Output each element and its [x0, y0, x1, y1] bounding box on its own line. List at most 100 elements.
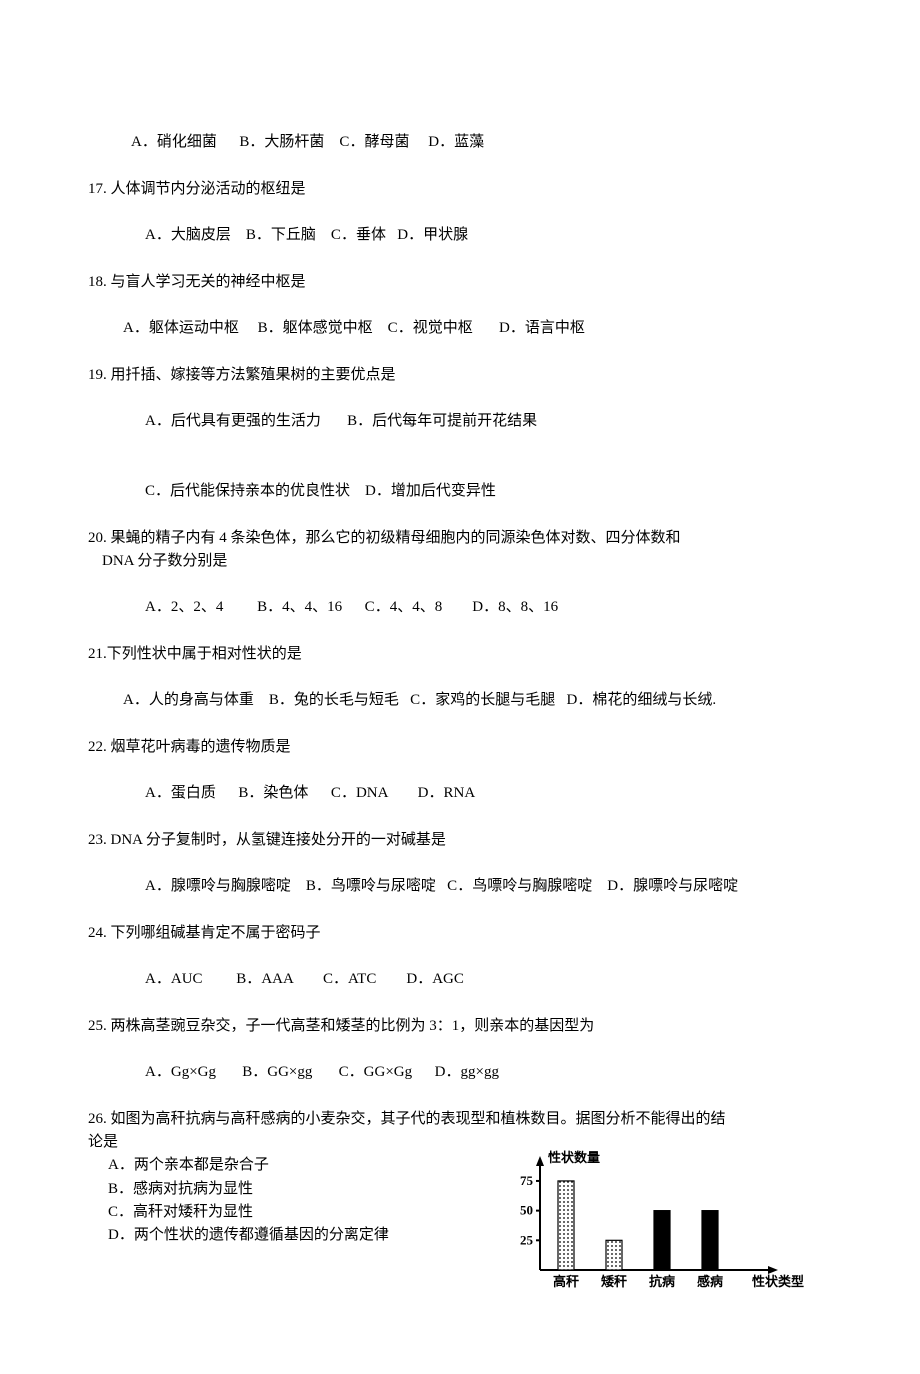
opt-a-text: AUC — [171, 971, 203, 987]
opt-d-letter: D — [435, 1064, 446, 1080]
opt-a-letter: A — [123, 320, 134, 336]
q21-stem: 21.下列性状中属于相对性状的是 — [88, 643, 832, 666]
svg-text:25: 25 — [520, 1233, 534, 1248]
svg-text:性状数量: 性状数量 — [548, 1150, 600, 1165]
opt-c-text: 视觉中枢 — [413, 320, 473, 336]
opt-b-letter: B — [239, 134, 249, 150]
opt-a-letter: A — [145, 413, 156, 429]
q-num: 25. — [88, 1018, 107, 1034]
opt-b-letter: B — [269, 692, 279, 708]
q-text: 如图为高秆抗病与高秆感病的小麦杂交，其子代的表现型和植株数目。据图分析不能得出的… — [111, 1111, 726, 1127]
q19-options-row2: C．后代能保持亲本的优良性状 D．增加后代变异性 — [88, 457, 832, 527]
q-text: 下列性状中属于相对性状的是 — [107, 646, 302, 662]
opt-d-letter: D — [428, 134, 439, 150]
q-text: 下列哪组碱基肯定不属于密码子 — [111, 925, 321, 941]
q16-options: A．硝化细菌 B．大肠杆菌 C．酵母菌 D．蓝藻 — [88, 108, 832, 178]
opt-a-letter: A — [145, 878, 156, 894]
q-text: 用扦插、嫁接等方法繁殖果树的主要优点是 — [111, 367, 396, 383]
svg-text:矮秆: 矮秆 — [601, 1274, 627, 1289]
opt-c-letter: C — [323, 971, 333, 987]
opt-d-letter: D — [406, 971, 417, 987]
opt-b-text: AAA — [261, 971, 293, 987]
opt-b-letter: B — [246, 227, 256, 243]
opt-c-letter: C — [331, 785, 341, 801]
opt-b-letter: B — [108, 1181, 118, 1197]
opt-b-letter: B — [258, 320, 268, 336]
q24-stem: 24. 下列哪组碱基肯定不属于密码子 — [88, 922, 832, 945]
q26-body: A．两个亲本都是杂合子 B．感病对抗病为显性 C．高秆对矮秆为显性 D．两个性状… — [88, 1154, 832, 1334]
opt-c-letter: C — [339, 1064, 349, 1080]
opt-d-text: gg×gg — [461, 1064, 499, 1080]
opt-b-text: GG×gg — [267, 1064, 312, 1080]
opt-a-text: 后代具有更强的生活力 — [171, 413, 321, 429]
svg-text:50: 50 — [520, 1203, 533, 1218]
opt-d-text: 语言中枢 — [525, 320, 585, 336]
opt-a-text: 大脑皮层 — [171, 227, 231, 243]
q22-stem: 22. 烟草花叶病毒的遗传物质是 — [88, 736, 832, 759]
opt-a-letter: A — [123, 692, 134, 708]
q-text: 人体调节内分泌活动的枢纽是 — [111, 181, 306, 197]
opt-c-text: 4、4、8 — [390, 599, 443, 615]
opt-c-letter: C — [145, 483, 155, 499]
opt-c-letter: C — [108, 1204, 118, 1220]
q17-options: A．大脑皮层 B．下丘脑 C．垂体 D．甲状腺 — [88, 201, 832, 271]
q23-stem: 23. DNA 分子复制时，从氢键连接处分开的一对碱基是 — [88, 829, 832, 852]
opt-d-text: 腺嘌呤与尿嘧啶 — [633, 878, 738, 894]
opt-c-letter: C — [410, 692, 420, 708]
opt-c-text: 酵母菌 — [364, 134, 409, 150]
q20-stem2: DNA 分子数分别是 — [88, 550, 832, 573]
q26-opt-a: A．两个亲本都是杂合子 — [88, 1154, 389, 1177]
opt-d-letter: D — [365, 483, 376, 499]
q26-bar-chart: 255075性状数量高秆矮秆抗病感病性状类型 — [502, 1148, 812, 1316]
opt-a-text: 腺嘌呤与胸腺嘧啶 — [171, 878, 291, 894]
svg-text:感病: 感病 — [697, 1274, 723, 1289]
opt-b-letter: B — [347, 413, 357, 429]
opt-b-text: 躯体感觉中枢 — [283, 320, 373, 336]
opt-d-letter: D — [418, 785, 429, 801]
q-text: 烟草花叶病毒的遗传物质是 — [111, 739, 291, 755]
opt-b-letter: B — [236, 971, 246, 987]
opt-c-text: GG×Gg — [364, 1064, 412, 1080]
opt-d-letter: D — [499, 320, 510, 336]
chart-svg: 255075性状数量高秆矮秆抗病感病性状类型 — [502, 1148, 812, 1308]
opt-c-letter: C — [331, 227, 341, 243]
q19-stem: 19. 用扦插、嫁接等方法繁殖果树的主要优点是 — [88, 364, 832, 387]
opt-b-text: 染色体 — [263, 785, 308, 801]
opt-d-letter: D — [108, 1227, 119, 1243]
opt-c-text: DNA — [356, 785, 388, 801]
q23-options: A．腺嘌呤与胸腺嘧啶 B．鸟嘌呤与尿嘧啶 C．鸟嘌呤与胸腺嘧啶 D．腺嘌呤与尿嘧… — [88, 852, 832, 922]
opt-c-letter: C — [339, 134, 349, 150]
q-text2: 论是 — [88, 1134, 118, 1150]
opt-d-text: 蓝藻 — [454, 134, 484, 150]
svg-text:75: 75 — [520, 1173, 534, 1188]
q26-opt-b: B．感病对抗病为显性 — [88, 1178, 389, 1201]
opt-b-letter: B — [306, 878, 316, 894]
opt-b-text: 感病对抗病为显性 — [133, 1181, 253, 1197]
q25-stem: 25. 两株高茎豌豆杂交，子一代高茎和矮茎的比例为 3：1，则亲本的基因型为 — [88, 1015, 832, 1038]
opt-a-text: 人的身高与体重 — [149, 692, 254, 708]
opt-d-text: 增加后代变异性 — [391, 483, 496, 499]
q-num: 17. — [88, 181, 107, 197]
opt-d-text: 两个性状的遗传都遵循基因的分离定律 — [134, 1227, 389, 1243]
q26-opt-c: C．高秆对矮秆为显性 — [88, 1201, 389, 1224]
opt-b-text: 下丘脑 — [271, 227, 316, 243]
opt-a-letter: A — [145, 599, 156, 615]
q26-opt-d: D．两个性状的遗传都遵循基因的分离定律 — [88, 1224, 389, 1247]
q26-options: A．两个亲本都是杂合子 B．感病对抗病为显性 C．高秆对矮秆为显性 D．两个性状… — [88, 1154, 389, 1247]
opt-a-text: 蛋白质 — [171, 785, 216, 801]
q-text2: DNA 分子数分别是 — [102, 553, 227, 569]
opt-a-text: 2、2、4 — [171, 599, 224, 615]
q-num: 22. — [88, 739, 107, 755]
opt-a-text: 硝化细菌 — [157, 134, 217, 150]
q-num: 23. — [88, 832, 107, 848]
q20-options: A．2、2、4 B．4、4、16 C．4、4、8 D．8、8、16 — [88, 573, 832, 643]
opt-c-text: 高秆对矮秆为显性 — [133, 1204, 253, 1220]
opt-b-letter: B — [257, 599, 267, 615]
q-num: 21. — [88, 646, 107, 662]
q18-options: A．躯体运动中枢 B．躯体感觉中枢 C．视觉中枢 D．语言中枢 — [88, 294, 832, 364]
opt-a-text: 两个亲本都是杂合子 — [134, 1157, 269, 1173]
opt-d-letter: D — [397, 227, 408, 243]
q-num: 26. — [88, 1111, 107, 1127]
opt-d-text: RNA — [443, 785, 475, 801]
opt-b-text: 大肠杆菌 — [264, 134, 324, 150]
